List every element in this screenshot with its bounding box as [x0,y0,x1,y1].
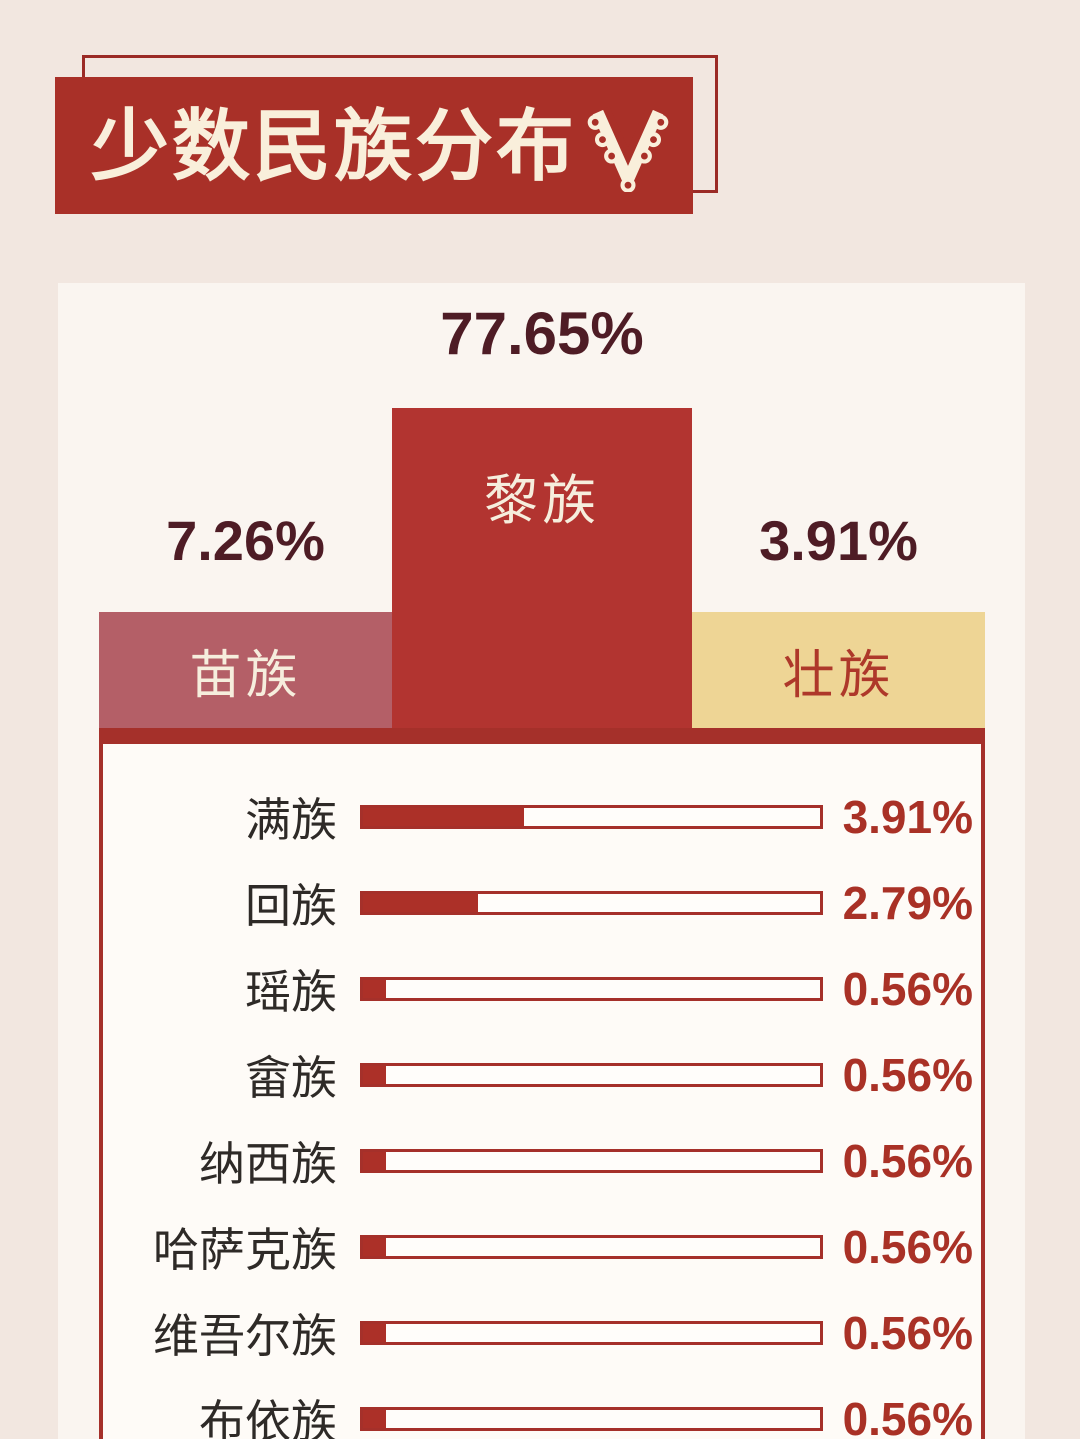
ethnic-name: 回族 [245,880,337,932]
progress-fill [363,1410,387,1428]
progress-track [360,1321,823,1345]
progress-track [360,1235,823,1259]
ethnic-name: 哈萨克族 [153,1224,337,1276]
ethnic-name: 畲族 [245,1052,337,1104]
ethnic-percent: 0.56% [842,1221,973,1273]
progress-track [360,1407,823,1431]
ethnic-name: 纳西族 [199,1138,337,1190]
baseline-band [99,728,985,744]
progress-fill [363,1324,387,1342]
progress-fill [363,1152,387,1170]
progress-fill [363,894,478,912]
progress-fill [363,808,524,826]
miao-percent-label: 7.26% [166,509,325,572]
progress-track [360,805,823,829]
ethnic-percent: 0.56% [842,1307,973,1359]
ethnic-name: 布依族 [199,1396,337,1439]
minority-list: 满族 3.91% 回族 2.79% 瑶族 0.56% 畲族 0.56% 纳西族 0.56% 哈萨克族… [99,744,985,1439]
ethnic-percent: 0.56% [842,963,973,1015]
ethnic-percent: 0.56% [842,1049,973,1101]
progress-track [360,891,823,915]
ethnic-percent: 0.56% [842,1135,973,1187]
zhuang-percent-label: 3.91% [759,509,918,572]
ethnic-name: 瑶族 [245,966,337,1018]
li-percent-label: 77.65% [440,300,644,367]
list-item: 维吾尔族 0.56% [103,1290,981,1376]
ethnic-percent: 2.79% [842,877,973,929]
bar-miao-name: 苗族 [189,646,302,705]
progress-track [360,1063,823,1087]
ethnic-percent: 3.91% [842,791,973,843]
ethnic-percent: 0.56% [842,1393,973,1439]
ethnic-name: 维吾尔族 [153,1310,337,1362]
progress-fill [363,1066,387,1084]
bar-li-name: 黎族 [484,471,600,531]
list-item: 满族 3.91% [103,774,981,860]
bar-zhuang-name: 壮族 [782,646,895,705]
ethnic-pendant-icon [587,100,669,197]
progress-fill [363,980,387,998]
bar-miao-ethnic: 苗族 [99,612,392,728]
progress-fill [363,1238,387,1256]
list-item: 纳西族 0.56% [103,1118,981,1204]
bar-li-ethnic: 黎族 [392,408,692,728]
page-title-banner: 少数民族分布 [55,77,693,214]
list-item: 回族 2.79% [103,860,981,946]
ethnic-name: 满族 [245,794,337,846]
list-item: 瑶族 0.56% [103,946,981,1032]
list-item: 畲族 0.56% [103,1032,981,1118]
progress-track [360,977,823,1001]
bar-zhuang-ethnic: 壮族 [692,612,985,728]
progress-track [360,1149,823,1173]
list-item: 哈萨克族 0.56% [103,1204,981,1290]
list-item: 布依族 0.56% [103,1376,981,1439]
page-title: 少数民族分布 [91,101,578,190]
